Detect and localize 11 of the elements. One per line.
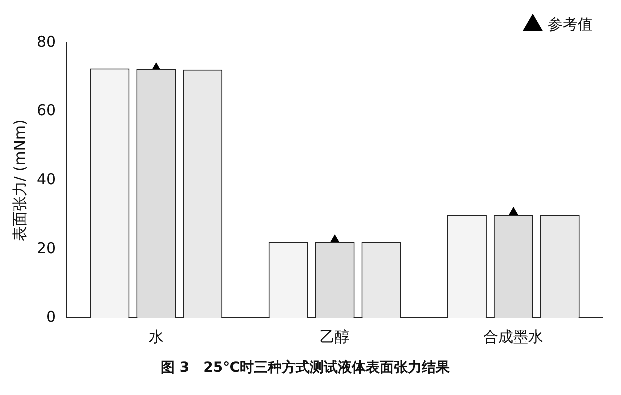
legend-label: 参考值 — [548, 15, 593, 34]
y-tick-label: 60 — [36, 102, 56, 120]
y-tick-label: 0 — [46, 308, 56, 326]
x-tick-label: 合成墨水 — [484, 328, 544, 346]
y-axis-title: 表面张力/ (mNm) — [10, 120, 29, 242]
y-tick-label: 40 — [36, 170, 56, 188]
text: 图 3 25℃时三种方式测试液体表面张力结果 — [160, 359, 452, 376]
y-tick-label: 20 — [36, 239, 56, 258]
y-tick-label: 80 — [36, 32, 56, 51]
x-tick-label: 水 — [148, 328, 164, 346]
x-tick-label: 乙醇 — [320, 328, 350, 346]
